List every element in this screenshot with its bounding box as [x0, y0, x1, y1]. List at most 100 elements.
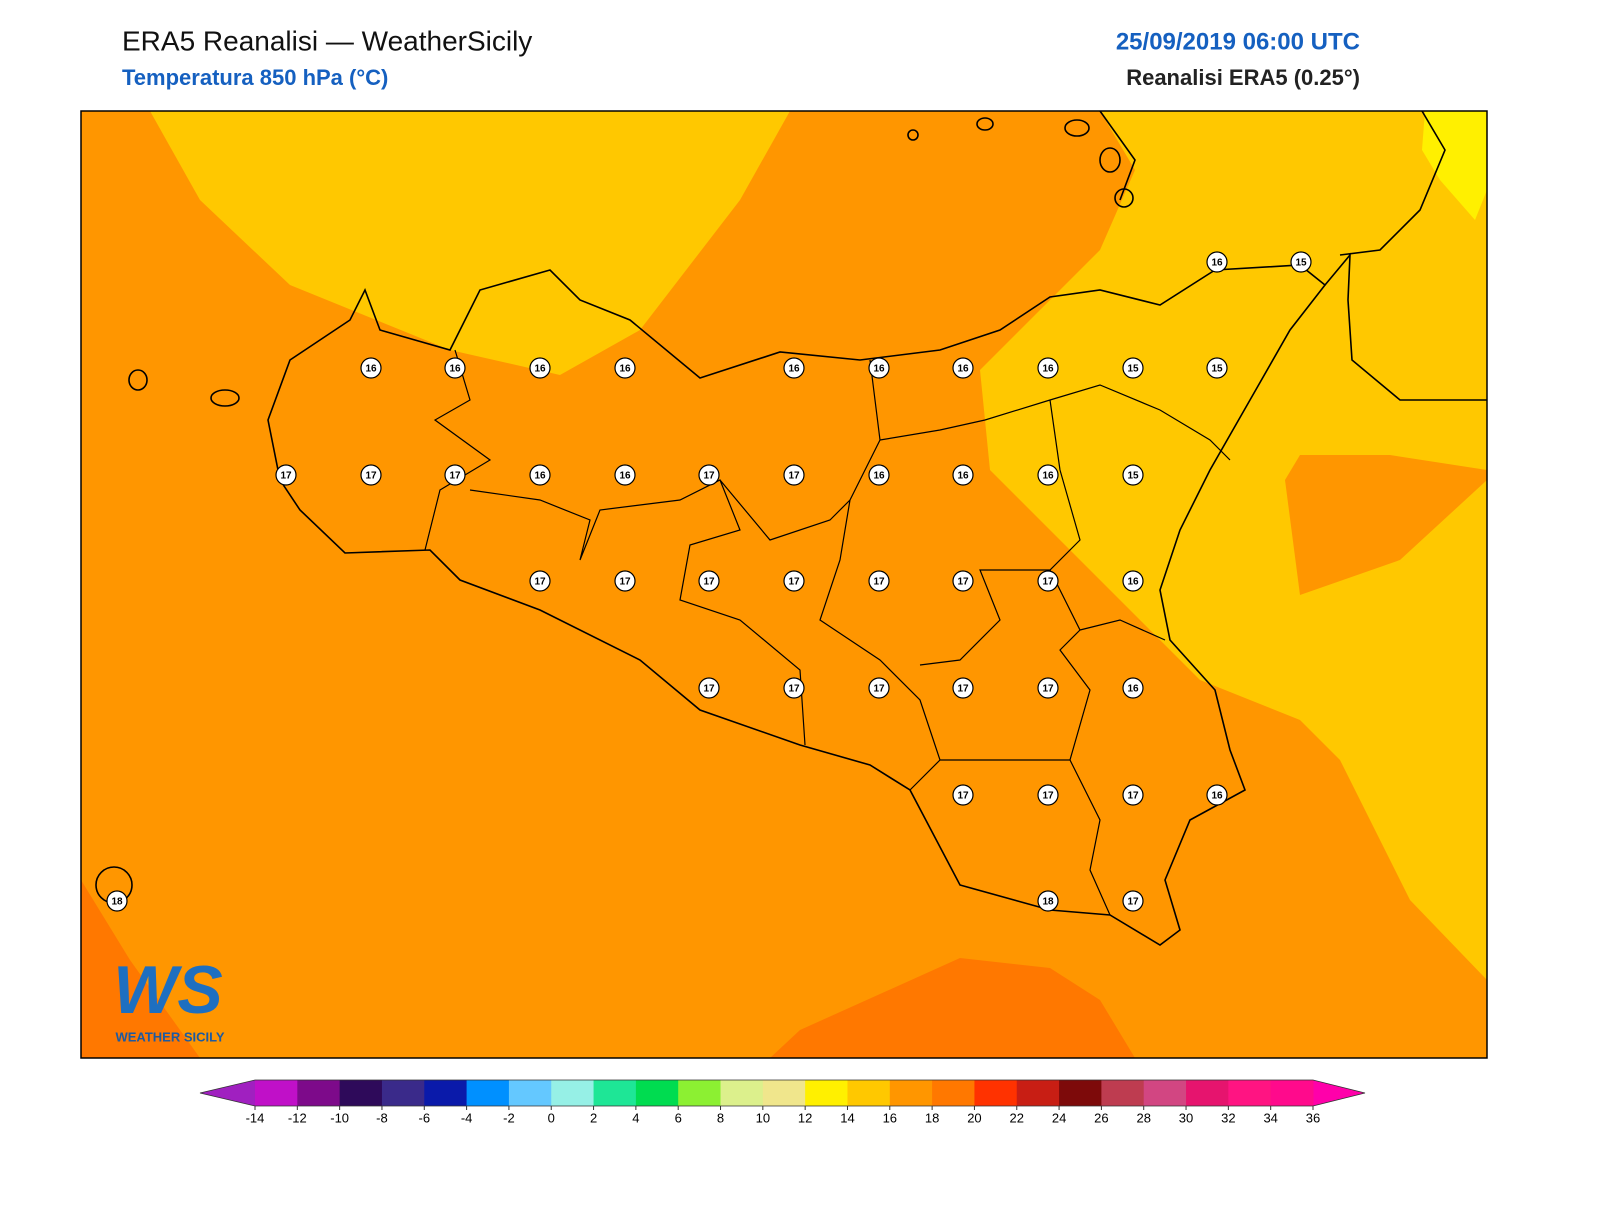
station-value: 17	[703, 577, 715, 588]
colorbar-segment	[1270, 1080, 1314, 1106]
station-marker	[1206, 251, 1228, 273]
colorbar-tick-label: 36	[1306, 1110, 1320, 1125]
colorbar-segment	[1016, 1080, 1060, 1106]
colorbar-tick-label: 20	[967, 1110, 981, 1125]
colorbar-tick-label: 16	[883, 1110, 897, 1125]
colorbar-tick-label: 0	[548, 1110, 555, 1125]
station-value: 16	[1211, 258, 1223, 269]
colorbar-segment	[297, 1080, 341, 1106]
station-marker	[1122, 890, 1144, 912]
station-marker	[783, 464, 805, 486]
station-value: 17	[534, 577, 546, 588]
colorbar-segment	[339, 1080, 383, 1106]
station-value: 16	[534, 364, 546, 375]
island	[128, 369, 148, 391]
station-value: 16	[1127, 684, 1139, 695]
station-marker	[783, 570, 805, 592]
station-value: 17	[365, 471, 377, 482]
station-marker	[529, 570, 551, 592]
band	[980, 111, 1487, 980]
colorbar-segment	[889, 1080, 933, 1106]
band	[81, 880, 200, 1058]
coastline	[267, 264, 1327, 946]
colorbar-tick-label: 26	[1094, 1110, 1108, 1125]
colorbar-tick-label: 6	[675, 1110, 682, 1125]
colorbar-segment	[974, 1080, 1018, 1106]
station-marker	[783, 677, 805, 699]
station-marker	[698, 677, 720, 699]
colorbar-segment	[932, 1080, 975, 1106]
colorbar-tick-label: -14	[246, 1110, 265, 1125]
station-value: 16	[619, 471, 631, 482]
station-value: 15	[1295, 258, 1307, 269]
colorbar-segment	[255, 1080, 298, 1106]
colorbar-tick-label: 32	[1221, 1110, 1235, 1125]
station-value: 17	[1042, 684, 1054, 695]
colorbar-extension	[200, 1080, 255, 1106]
colorbar-tick-label: 12	[798, 1110, 812, 1125]
station-marker	[952, 570, 974, 592]
station-marker	[614, 570, 636, 592]
colorbar-tick-label: 24	[1052, 1110, 1066, 1125]
colorbar-tick-label: 22	[1010, 1110, 1024, 1125]
coastline	[1099, 111, 1487, 401]
station-value: 17	[703, 684, 715, 695]
station-value: 17	[957, 684, 969, 695]
station-marker	[1122, 357, 1144, 379]
station-value: 17	[1042, 577, 1054, 588]
station-marker	[360, 464, 382, 486]
station-marker	[444, 357, 466, 379]
station-value: 17	[1042, 791, 1054, 802]
colorbar-segment	[551, 1080, 595, 1106]
colorbar-segment	[720, 1080, 764, 1106]
colorbar-tick-label: -12	[288, 1110, 307, 1125]
stations: 16 15 16 16 16 16 16 16 16 16 15 15 17 17 17 16 16 17 17 16…	[106, 251, 1312, 912]
title: ERA5 Reanalisi — WeatherSicily	[122, 25, 532, 56]
station-value: 15	[1127, 471, 1139, 482]
colorbar-segment	[466, 1080, 510, 1106]
date: 25/09/2019 06:00 UTC	[1116, 28, 1360, 55]
subtitle: Temperatura 850 hPa (°C)	[122, 65, 388, 90]
station-value: 16	[873, 471, 885, 482]
station-value: 16	[1042, 364, 1054, 375]
station-marker	[1206, 357, 1228, 379]
station-marker	[1037, 784, 1059, 806]
colorbar-tick-label: 10	[756, 1110, 770, 1125]
station-value: 17	[1127, 897, 1139, 908]
station-value: 17	[619, 577, 631, 588]
colorbar-tick-label: -2	[503, 1110, 515, 1125]
station-marker	[698, 570, 720, 592]
station-value: 17	[280, 471, 292, 482]
colorbar-extension	[1313, 1080, 1365, 1106]
colorbar-segment	[593, 1080, 637, 1106]
colorbar-segment	[847, 1080, 891, 1106]
station-marker	[698, 464, 720, 486]
colorbar-tick-label: -6	[418, 1110, 430, 1125]
colorbar-segment	[1186, 1080, 1229, 1106]
map: 16 15 16 16 16 16 16 16 16 16 15 15 17 17 17 16 16 17 17 16…	[81, 111, 1487, 1058]
band	[150, 111, 790, 375]
colorbar-segment	[1101, 1080, 1145, 1106]
colorbar-tick-label: 28	[1136, 1110, 1150, 1125]
colorbar-segment	[762, 1080, 806, 1106]
station-marker	[868, 464, 890, 486]
station-value: 15	[1127, 364, 1139, 375]
station-marker	[614, 357, 636, 379]
colorbar-tick-label: 8	[717, 1110, 724, 1125]
colorbar-tick-label: 14	[840, 1110, 854, 1125]
station-marker	[529, 464, 551, 486]
colorbar-segment	[1228, 1080, 1272, 1106]
station-value: 16	[534, 471, 546, 482]
station-value: 17	[873, 577, 885, 588]
island	[1064, 119, 1090, 137]
colorbar-tick-label: 30	[1179, 1110, 1193, 1125]
station-marker	[952, 357, 974, 379]
station-value: 17	[957, 791, 969, 802]
station-marker	[1290, 251, 1312, 273]
island	[210, 389, 240, 407]
station-marker	[1122, 570, 1144, 592]
station-marker	[868, 677, 890, 699]
station-value: 15	[1211, 364, 1223, 375]
station-marker	[1037, 890, 1059, 912]
